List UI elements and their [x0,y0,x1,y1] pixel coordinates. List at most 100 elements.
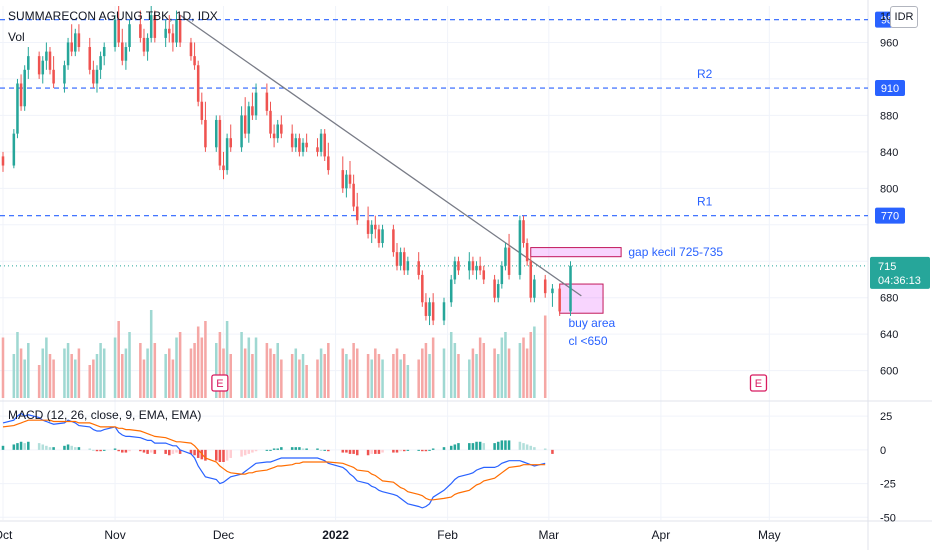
volume-bar [99,343,102,398]
candle-body [352,183,355,207]
candle-body [117,19,120,43]
macd-histogram-bar [377,449,381,454]
candle-body [468,261,471,271]
volume-bar [352,343,355,398]
level-price-label: 770 [881,211,899,223]
trendline-line [179,14,582,297]
candle-body [178,19,182,43]
volume-bar [345,354,348,398]
volume-bar [272,354,276,398]
macd-histogram-bar [265,449,269,451]
candle-body [558,288,561,312]
volume-bar [251,354,254,398]
candle-body [200,101,204,120]
level-lines[interactable]: R2 R1 [0,19,868,267]
macd-histogram-bar [442,447,446,450]
y-tick-label: 640 [880,329,898,341]
macd-histogram-bar [518,441,522,450]
macd-histogram-bar [66,444,70,450]
volume-bar [442,348,446,398]
candle-body [16,83,19,134]
volume-bar [525,348,529,398]
candle-body [99,56,102,70]
candle-body [48,51,52,70]
x-tick-label: 2022 [322,528,349,542]
volume-bar [449,332,453,398]
level-name: R1 [697,195,713,209]
macd-histogram-bar [269,449,272,451]
volume-bar [37,365,41,398]
volume-bar [218,332,222,398]
candle-body [128,24,131,48]
macd-histogram-bar [366,449,370,456]
candle-body [121,42,124,61]
annotation-boxes[interactable]: gap kecil 725-735 buy area cl <650 [530,245,724,348]
candle-body [74,33,77,52]
volume-bar [95,354,99,398]
macd-histogram-bar [142,449,146,453]
macd-histogram-bar [70,445,73,450]
volume-bar [128,332,131,398]
candle-body [124,47,128,61]
macd-histogram-bar [352,449,355,454]
macd-histogram-bar [48,447,52,450]
y-tick-label: 880 [880,110,898,122]
volume-bar [377,354,381,398]
macd-histogram-bar [74,447,77,450]
earnings-mark [211,374,229,392]
macd-histogram-bar [406,449,410,451]
macd-histogram-bar [243,449,247,456]
candle-body [406,261,410,271]
volume-bar [468,359,471,398]
macd-histogram-bar [428,449,431,451]
candle-body [522,220,525,244]
candle-body [37,56,41,75]
volume-bar [417,359,420,398]
candle-body [569,265,572,312]
volume-legend: Vol [8,30,25,44]
currency-button[interactable]: IDR [890,6,918,28]
macd-histogram-bar [41,444,45,450]
macd-histogram-bar [374,449,377,454]
level-price-label: 910 [881,83,899,95]
macd-histogram-bar [77,447,81,450]
candle-body [276,124,279,139]
trendline[interactable] [179,14,582,297]
volume-bar [518,343,522,398]
candle-body [355,206,359,221]
volume-bar [374,348,377,398]
candle-body [525,243,529,262]
candle-body [52,69,55,84]
candle-body [290,133,294,148]
volume-bar [475,354,478,398]
macd-histogram-bar [88,448,92,450]
macd-histogram-bar [551,449,554,454]
macd-histogram-bar [168,449,171,456]
volume-bar [240,332,243,398]
level-price-tag [875,207,905,224]
volume-bar [48,354,52,398]
candle-body [215,119,218,148]
macd-histogram-bar [247,449,251,454]
x-tick-label: May [758,528,781,542]
candle-body [88,47,92,70]
macd-histogram-bar [196,449,200,458]
macd-histogram-bar [529,445,533,450]
macd-histogram-bar [319,449,323,451]
candle-body [146,37,149,52]
candle-body [457,261,460,271]
candle-body [453,261,457,280]
macd-histogram-bar [175,449,178,453]
macd-histogram-bar [218,449,222,462]
candle-body [247,106,251,134]
volume-bar [124,348,128,398]
volume-bar [247,337,251,398]
macd-histogram-bar [153,449,157,454]
macd-histogram-bar [399,449,402,452]
candle-body [323,133,326,157]
candle-body [113,19,117,48]
macd-histogram-bar [457,443,460,450]
macd-histogram-bar [124,449,128,453]
volume-bar [280,359,283,398]
